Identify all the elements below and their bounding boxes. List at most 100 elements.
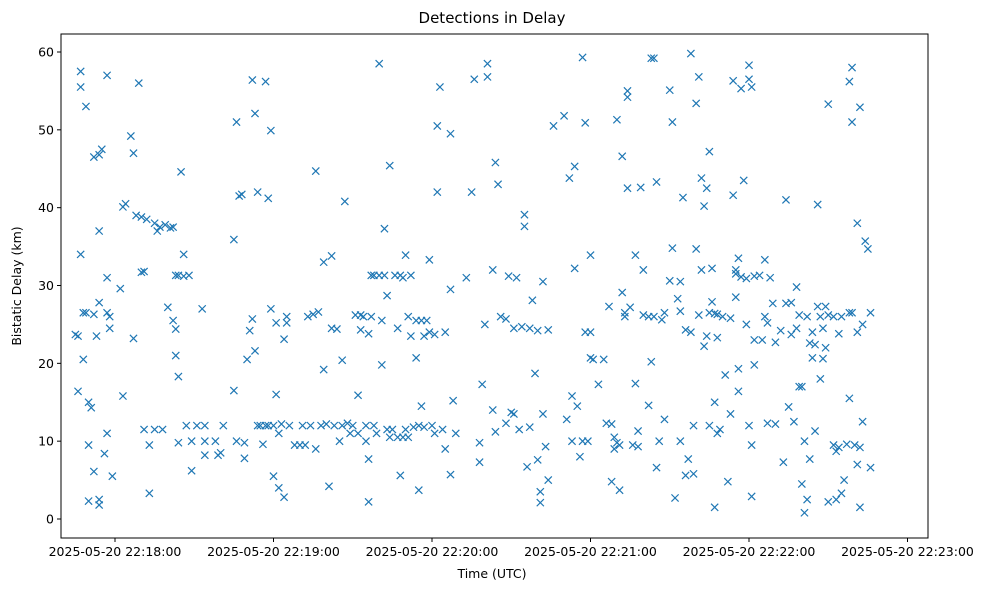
data-point: [671, 493, 680, 503]
data-point: [599, 355, 608, 364]
data-point: [264, 194, 273, 203]
data-point: [145, 489, 154, 498]
data-point: [121, 199, 130, 208]
data-point: [280, 335, 289, 344]
data-point: [451, 429, 460, 438]
data-point: [232, 437, 241, 446]
data-point: [692, 244, 701, 253]
data-point: [475, 458, 484, 467]
data-point: [760, 312, 769, 321]
data-point: [818, 324, 827, 333]
data-point: [644, 401, 653, 410]
data-point: [377, 360, 386, 369]
data-point: [137, 268, 146, 277]
data-point: [89, 153, 98, 162]
data-point: [560, 111, 569, 120]
data-point: [354, 429, 363, 438]
data-point: [274, 483, 283, 492]
data-point: [808, 353, 817, 362]
data-point: [845, 394, 854, 403]
data-point: [618, 152, 627, 161]
data-point: [346, 429, 355, 438]
data-point: [781, 195, 791, 204]
data-point: [509, 409, 518, 418]
data-point: [409, 423, 418, 432]
data-point: [105, 324, 114, 333]
data-point: [422, 316, 431, 325]
data-point: [845, 308, 854, 317]
data-point: [401, 251, 410, 260]
data-point: [689, 469, 698, 478]
data-point: [364, 455, 373, 464]
data-point: [417, 402, 426, 411]
data-point: [171, 351, 180, 360]
data-point: [771, 420, 780, 429]
data-point: [707, 264, 717, 273]
data-point: [655, 437, 664, 446]
data-point: [406, 271, 415, 280]
data-point: [797, 382, 806, 391]
data-point: [623, 86, 632, 95]
x-tick-label: 2025-05-20 22:20:00: [366, 544, 499, 559]
data-point: [853, 460, 862, 469]
data-point: [636, 183, 645, 192]
data-point: [689, 421, 698, 430]
data-point: [501, 314, 510, 323]
data-point: [813, 302, 822, 311]
data-point: [285, 421, 294, 430]
data-point: [784, 402, 793, 411]
data-point: [583, 437, 592, 446]
data-point: [586, 328, 595, 337]
data-point: [100, 449, 109, 458]
data-point: [710, 309, 719, 318]
data-point: [771, 338, 780, 347]
data-point: [697, 174, 706, 183]
data-point: [433, 121, 442, 130]
data-point: [811, 427, 820, 436]
data-point: [800, 437, 809, 446]
data-point: [766, 273, 775, 282]
data-point: [713, 310, 722, 319]
data-point: [253, 421, 262, 430]
data-point: [364, 329, 373, 338]
x-tick-label: 2025-05-20 22:19:00: [207, 544, 340, 559]
data-point: [729, 76, 738, 85]
data-point: [742, 274, 751, 283]
data-point: [866, 463, 875, 472]
data-point: [359, 312, 368, 321]
data-point: [657, 315, 666, 324]
data-point: [211, 437, 220, 446]
data-point: [332, 325, 341, 334]
data-point: [393, 324, 402, 333]
data-point: [797, 479, 806, 488]
data-point: [81, 308, 90, 317]
data-point: [676, 307, 685, 316]
data-point: [449, 396, 458, 405]
data-point: [737, 84, 746, 93]
y-tick-label: 60: [38, 45, 54, 60]
data-point: [388, 425, 397, 434]
data-point: [298, 421, 307, 430]
data-point: [668, 118, 677, 127]
data-point: [105, 312, 114, 321]
x-tick-label: 2025-05-20 22:23:00: [841, 544, 974, 559]
data-point: [272, 318, 281, 327]
data-point: [103, 273, 112, 282]
data-point: [274, 429, 283, 438]
data-point: [678, 193, 687, 202]
data-point: [354, 391, 363, 400]
data-point: [132, 211, 141, 220]
data-point: [266, 126, 275, 135]
data-point: [427, 421, 437, 430]
y-tick-label: 20: [38, 356, 54, 371]
data-point: [504, 272, 513, 281]
data-point: [446, 470, 455, 479]
data-point: [562, 415, 571, 424]
data-point: [676, 277, 685, 286]
data-point: [570, 264, 579, 273]
data-point: [718, 312, 727, 321]
data-point: [301, 441, 310, 450]
data-point: [829, 312, 838, 321]
data-point: [755, 271, 764, 280]
y-tick-label: 0: [46, 512, 54, 527]
